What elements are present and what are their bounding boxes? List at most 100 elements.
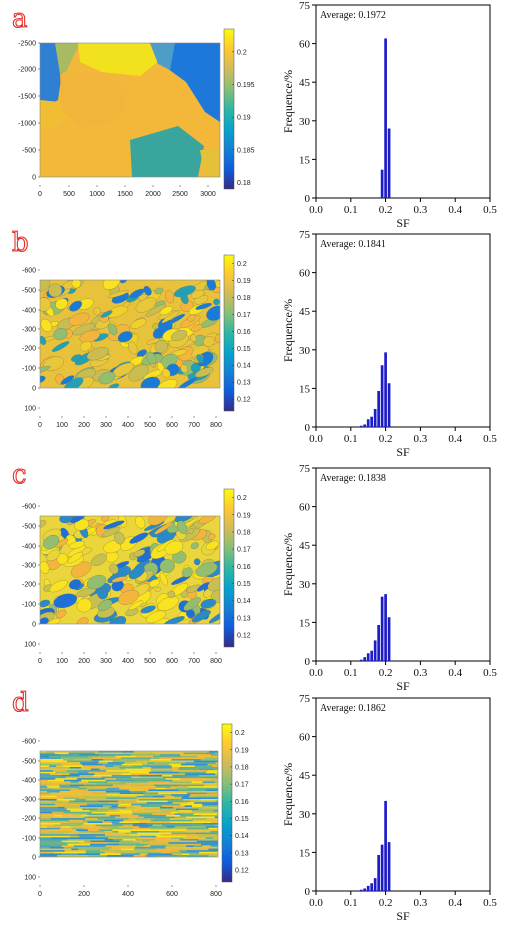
band-segment	[192, 824, 209, 827]
band-segment	[178, 784, 204, 787]
band-segment	[47, 829, 77, 831]
band-segment	[186, 792, 207, 795]
band-segment	[149, 771, 179, 774]
band-segment	[40, 781, 71, 783]
band-segment	[133, 840, 143, 843]
band-segment	[179, 834, 201, 836]
band-segment	[108, 802, 125, 804]
grain	[170, 329, 188, 341]
band-segment	[107, 810, 120, 812]
band-segment	[40, 760, 68, 763]
map-frame-a	[39, 42, 221, 178]
grain	[97, 599, 113, 612]
band-segment	[200, 842, 218, 844]
band-segment	[151, 767, 172, 769]
histogram-bar	[366, 419, 370, 427]
band-segment	[152, 799, 184, 801]
band-segment	[40, 840, 62, 843]
band-segment	[77, 771, 89, 774]
band-segment	[169, 803, 180, 806]
colorbar-tick-label: 0.14	[237, 598, 251, 605]
colorbar-tick-label: 0.19	[235, 747, 249, 754]
band-segment	[180, 763, 208, 766]
band-segment	[195, 779, 206, 782]
band-segment	[40, 829, 48, 831]
band-segment	[170, 786, 189, 788]
band-segment	[96, 783, 127, 785]
band-segment	[79, 776, 102, 779]
band-segment	[123, 819, 151, 822]
grain	[145, 303, 166, 317]
y-tick-label: 75	[299, 693, 311, 705]
band-segment	[69, 762, 81, 764]
grain	[143, 285, 152, 296]
band-segment	[49, 765, 57, 767]
band-segment	[40, 778, 56, 780]
grain	[154, 340, 168, 353]
colorbar-a: 0.2 0.195 0.19 0.185 0.18	[223, 28, 255, 190]
band-segment	[120, 757, 152, 759]
band-segment	[146, 823, 167, 825]
band-segment	[56, 795, 83, 798]
band-segment	[99, 754, 131, 756]
band-segment	[160, 807, 174, 809]
band-segment	[201, 815, 218, 817]
band-segment	[121, 763, 142, 766]
colorbar-tick-label: 0.19	[237, 512, 251, 519]
band-segment	[191, 781, 203, 783]
grain	[130, 318, 147, 329]
band-segment	[50, 767, 70, 769]
band-segment	[47, 786, 60, 788]
band-segment	[153, 755, 171, 758]
band-segment	[209, 751, 218, 753]
map-x-tick-label: 400	[122, 422, 134, 429]
map-frame-b	[39, 279, 221, 389]
map-x-tick-label: 0	[38, 891, 42, 898]
band-segment	[192, 819, 218, 822]
y-tick-label: 60	[299, 502, 311, 514]
grain	[159, 572, 168, 586]
band-segment	[53, 770, 67, 772]
band-segment	[130, 754, 160, 756]
band-segment	[88, 773, 95, 775]
band-segment	[50, 837, 82, 839]
band-segment	[40, 847, 50, 849]
x-tick-label: 0.1	[344, 897, 358, 909]
band-segment	[112, 831, 119, 833]
band-segment	[184, 776, 205, 779]
histogram-bar	[384, 800, 387, 891]
band-segment	[215, 762, 218, 764]
band-segment	[40, 805, 57, 807]
band-segment	[137, 832, 161, 835]
band-segment	[161, 851, 172, 854]
band-segment	[40, 819, 70, 822]
histogram-bar	[387, 128, 391, 198]
histogram-bar	[384, 594, 387, 661]
band-segment	[105, 834, 130, 836]
band-segment	[213, 810, 218, 812]
band-segment	[64, 850, 86, 852]
band-segment	[138, 815, 160, 817]
band-segment	[186, 835, 199, 838]
band-segment	[165, 845, 187, 847]
grain	[128, 341, 138, 355]
band-segment	[69, 819, 83, 822]
band-segment	[125, 768, 150, 771]
grain	[46, 549, 61, 562]
histogram-bar	[380, 596, 384, 661]
map-y-tick-label: -500	[22, 759, 36, 766]
x-tick-label: 0.1	[344, 433, 358, 445]
band-segment	[58, 807, 65, 809]
band-segment	[185, 816, 215, 819]
band-segment	[99, 832, 113, 835]
histogram-frame	[315, 4, 491, 199]
x-tick-label: 0.3	[414, 897, 428, 909]
map-y-tick-label: -400	[22, 544, 36, 551]
band-segment	[82, 791, 106, 793]
colorbar-tick-label: 0.18	[237, 295, 251, 302]
band-segment	[146, 802, 173, 804]
histogram-bar	[370, 650, 374, 661]
band-segment	[202, 781, 215, 783]
histogram-bar	[377, 854, 380, 891]
band-segment	[115, 755, 136, 758]
